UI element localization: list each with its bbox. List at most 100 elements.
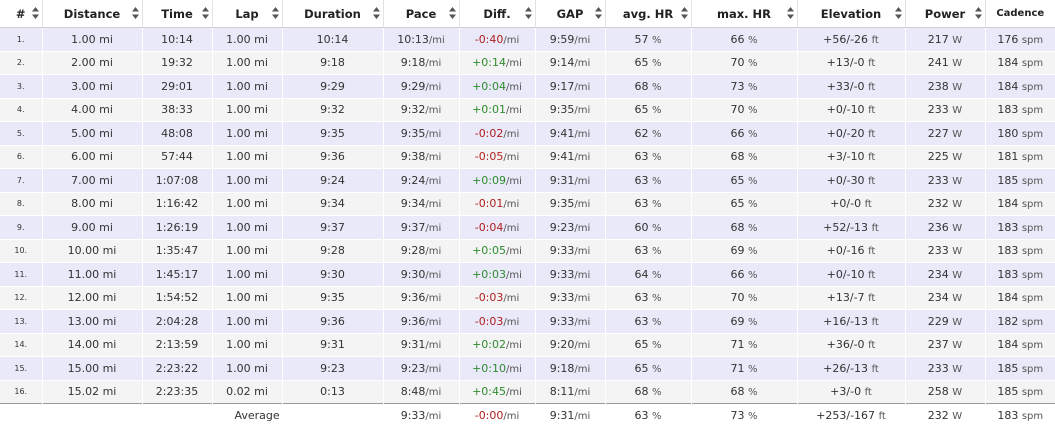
sort-arrows-icon — [32, 7, 39, 19]
hr-unit: % — [748, 387, 758, 398]
hr-unit: % — [748, 364, 758, 375]
col-header-max-hr[interactable]: max. HR — [691, 0, 797, 28]
max-hr-value: 68 — [730, 385, 744, 398]
cell-power: 258 W — [905, 380, 985, 404]
cell-diff: -0:05/mi — [459, 145, 535, 169]
cadence-value: 185 — [997, 385, 1018, 398]
cell-max-hr: 70 % — [691, 98, 797, 122]
max-hr-value: 65 — [730, 174, 744, 187]
cell-time: 48:08 — [142, 122, 212, 146]
elevation-value: +26/-13 — [823, 362, 868, 375]
cell-power: 233 W — [905, 98, 985, 122]
pace-unit: /mi — [425, 105, 441, 116]
cell-max-hr: 68 % — [691, 145, 797, 169]
cell-power: 234 W — [905, 286, 985, 310]
elevation-unit: ft — [868, 105, 875, 116]
gap-value: 9:17 — [550, 80, 575, 93]
elevation-unit: ft — [872, 364, 879, 375]
pace-unit: /mi — [425, 317, 441, 328]
cadence-unit: spm — [1022, 270, 1043, 281]
cadence-unit: spm — [1022, 129, 1043, 140]
diff-value: +0:10 — [472, 362, 506, 375]
gap-value: 9:35 — [550, 103, 575, 116]
cell-duration: 9:35 — [282, 286, 383, 310]
col-header-elevation[interactable]: Elevation — [797, 0, 905, 28]
cell-elevation: +16/-13 ft — [797, 310, 905, 334]
power-unit: W — [952, 199, 962, 210]
cell-power: 217 W — [905, 28, 985, 52]
cell-avg-hr: 65 % — [605, 51, 691, 75]
cell-elevation: +3/-0 ft — [797, 380, 905, 404]
col-header-pace[interactable]: Pace — [383, 0, 459, 28]
diff-value: +0:45 — [472, 385, 506, 398]
cell-avg-hr: 63 % — [605, 169, 691, 193]
cell-gap: 9:33/mi — [535, 310, 605, 334]
elevation-value: +3/-10 — [827, 150, 865, 163]
cell-max-hr: 69 % — [691, 239, 797, 263]
sort-arrows-icon — [449, 7, 456, 19]
gap-value: 9:41 — [550, 127, 575, 140]
col-header-label: Diff. — [483, 7, 510, 21]
max-hr-value: 70 — [730, 291, 744, 304]
cell-diff: +0:02/mi — [459, 333, 535, 357]
cadence-unit: spm — [1022, 317, 1043, 328]
cell-avg-hr: 64 % — [605, 263, 691, 287]
col-header-distance[interactable]: Distance — [42, 0, 142, 28]
col-header-duration[interactable]: Duration — [282, 0, 383, 28]
col-header-cadence[interactable]: Cadence — [985, 0, 1055, 28]
cell-elevation: +0/-10 ft — [797, 263, 905, 287]
cell-pace: 9:34/mi — [383, 192, 459, 216]
gap-value: 9:14 — [550, 56, 575, 69]
col-header-diff[interactable]: Diff. — [459, 0, 535, 28]
cadence-value: 181 — [997, 150, 1018, 163]
cell-elevation: +36/-0 ft — [797, 333, 905, 357]
col-header-lap[interactable]: Lap — [212, 0, 282, 28]
avg-hr-value: 65 — [634, 362, 648, 375]
diff-unit: /mi — [503, 411, 519, 422]
col-header-gap[interactable]: GAP — [535, 0, 605, 28]
cell-cadence: 184 spm — [985, 192, 1055, 216]
cell-distance: 1.00 mi — [42, 28, 142, 52]
cell-pace: 9:23/mi — [383, 357, 459, 381]
col-header-power[interactable]: Power — [905, 0, 985, 28]
col-header-time[interactable]: Time — [142, 0, 212, 28]
elevation-unit: ft — [879, 411, 886, 422]
col-header-avg-hr[interactable]: avg. HR — [605, 0, 691, 28]
gap-value: 9:33 — [550, 268, 575, 281]
power-unit: W — [952, 105, 962, 116]
gap-value: 9:31 — [550, 409, 575, 422]
cell-power: 233 W — [905, 169, 985, 193]
cell-distance: 5.00 mi — [42, 122, 142, 146]
pace-unit: /mi — [425, 411, 441, 422]
cell-lap: 1.00 mi — [212, 75, 282, 99]
pace-value: 9:35 — [401, 127, 426, 140]
cell-max-hr: 68 % — [691, 216, 797, 240]
avg-hr-value: 63 — [634, 315, 648, 328]
cell-time: 1:07:08 — [142, 169, 212, 193]
hr-unit: % — [652, 246, 662, 257]
hr-unit: % — [748, 411, 758, 422]
avg-hr-value: 63 — [634, 409, 648, 422]
cell-time: 57:44 — [142, 145, 212, 169]
elevation-value: +36/-0 — [827, 338, 865, 351]
gap-unit: /mi — [574, 317, 590, 328]
col-header-label: Elevation — [821, 7, 881, 21]
col-header-num[interactable]: # — [0, 0, 42, 28]
cadence-value: 180 — [997, 127, 1018, 140]
